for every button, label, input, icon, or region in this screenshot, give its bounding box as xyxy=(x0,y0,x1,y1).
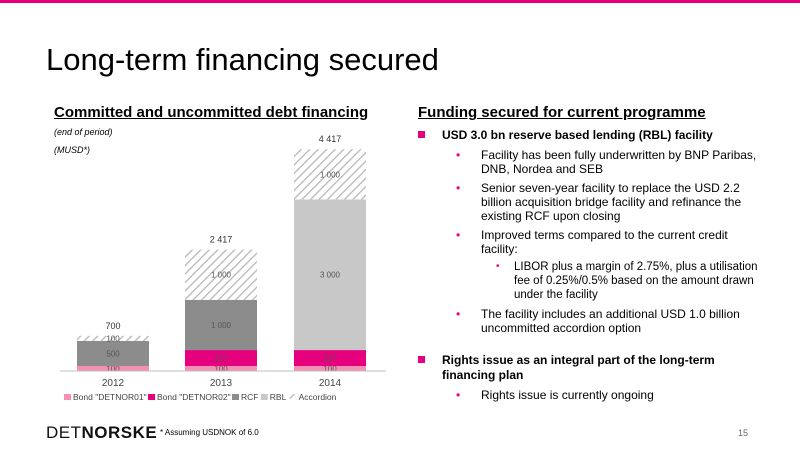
bullet-level1: USD 3.0 bn reserve based lending (RBL) f… xyxy=(418,128,758,143)
legend-label: RCF xyxy=(241,392,258,402)
dot-bullet-icon: • xyxy=(496,261,500,272)
bullet-level2: • Improved terms compared to the current … xyxy=(418,228,758,256)
segment-label: 100 xyxy=(323,364,337,373)
dot-bullet-icon: • xyxy=(456,148,461,162)
bullet-text: USD 3.0 bn reserve based lending (RBL) f… xyxy=(442,128,713,142)
x-tick-label: 2012 xyxy=(102,378,125,389)
bullet-text: Improved terms compared to the current c… xyxy=(481,228,728,256)
bullet-text: Facility has been fully underwritten by … xyxy=(481,148,757,176)
bullet-level2: • Rights issue is currently ongoing xyxy=(418,388,758,402)
bar-segment-2014-3 xyxy=(294,199,366,351)
segment-label: 1 000 xyxy=(211,271,232,280)
x-tick-label: 2014 xyxy=(319,378,342,389)
segment-label: 500 xyxy=(106,349,120,358)
segment-label: 317 xyxy=(323,354,337,363)
square-bullet-icon xyxy=(418,356,425,363)
funding-bullet-list: USD 3.0 bn reserve based lending (RBL) f… xyxy=(418,128,758,402)
bullet-text: Rights issue is currently ongoing xyxy=(481,388,654,402)
segment-label: 3 000 xyxy=(320,271,341,280)
legend-label: Bond "DETNOR02" xyxy=(157,392,231,402)
legend-label: Bond "DETNOR01" xyxy=(73,392,147,402)
legend-swatch-3 xyxy=(260,394,268,400)
bar-segment-2014-4 xyxy=(294,149,366,200)
bullet-level3: • LIBOR plus a margin of 2.75%, plus a ut… xyxy=(418,260,758,302)
dot-bullet-icon: • xyxy=(456,228,461,242)
logo-part-norske: NORSKE xyxy=(81,423,158,442)
segment-label: 100 xyxy=(106,334,120,343)
segment-label: 1 000 xyxy=(320,170,341,179)
bullet-level2: • Senior seven-year facility to replace t… xyxy=(418,181,758,223)
slide-title: Long-term financing secured xyxy=(46,42,439,77)
bullet-level2: • The facility includes an additional USD… xyxy=(418,307,758,335)
segment-label: 317 xyxy=(214,354,228,363)
dot-bullet-icon: • xyxy=(456,307,461,321)
square-bullet-icon xyxy=(418,131,425,138)
segment-label: 100 xyxy=(106,364,120,373)
detnorske-logo: DETNORSKE xyxy=(46,423,157,443)
bar-segment-2013-2 xyxy=(185,299,257,351)
bar-total-label: 4 417 xyxy=(319,134,342,144)
bullet-text: Rights issue as an integral part of the … xyxy=(442,353,715,382)
bar-segment-2012-4 xyxy=(77,335,149,341)
bar-segment-2013-1 xyxy=(185,350,257,366)
segment-label: 100 xyxy=(214,364,228,373)
logo-part-det: DET xyxy=(46,423,82,442)
dot-bullet-icon: • xyxy=(456,388,461,402)
bullet-spacer xyxy=(418,335,758,353)
bar-segment-2013-0 xyxy=(185,365,257,371)
footnote: * Assuming USDNOK of 6.0 xyxy=(160,428,259,437)
legend-swatch-4 xyxy=(289,394,297,400)
dot-bullet-icon: • xyxy=(456,181,461,195)
bar-total-label: 2 417 xyxy=(210,235,233,245)
bullet-text: LIBOR plus a margin of 2.75%, plus a uti… xyxy=(514,261,758,301)
chart-note-unit: (MUSD*) xyxy=(54,145,90,155)
segment-label: 1 000 xyxy=(211,321,232,330)
legend-label: RBL xyxy=(270,392,287,402)
bullet-level1: Rights issue as an integral part of the … xyxy=(418,353,758,383)
legend-swatch-2 xyxy=(232,394,239,400)
bar-segment-2012-2 xyxy=(77,340,149,366)
funding-section-title: Funding secured for current programme xyxy=(418,104,706,121)
top-accent-rule xyxy=(0,0,800,3)
bullet-text: The facility includes an additional USD … xyxy=(481,307,740,335)
legend-swatch-0 xyxy=(64,394,71,400)
bar-segment-2013-4 xyxy=(185,249,257,300)
chart-note-period: (end of period) xyxy=(54,127,113,137)
x-tick-label: 2013 xyxy=(210,378,233,389)
page-number: 15 xyxy=(738,428,749,438)
bullet-text: Senior seven-year facility to replace th… xyxy=(481,181,742,223)
bar-segment-2012-0 xyxy=(77,365,149,371)
bar-total-label: 700 xyxy=(105,321,120,331)
legend-label: Accordion xyxy=(299,392,337,402)
bar-segment-2014-1 xyxy=(294,350,366,366)
bullet-level2: • Facility has been fully underwritten by… xyxy=(418,148,758,176)
legend-swatch-1 xyxy=(148,394,155,400)
bar-segment-2014-0 xyxy=(294,365,366,371)
chart-section-title: Committed and uncommitted debt financing xyxy=(54,104,369,121)
